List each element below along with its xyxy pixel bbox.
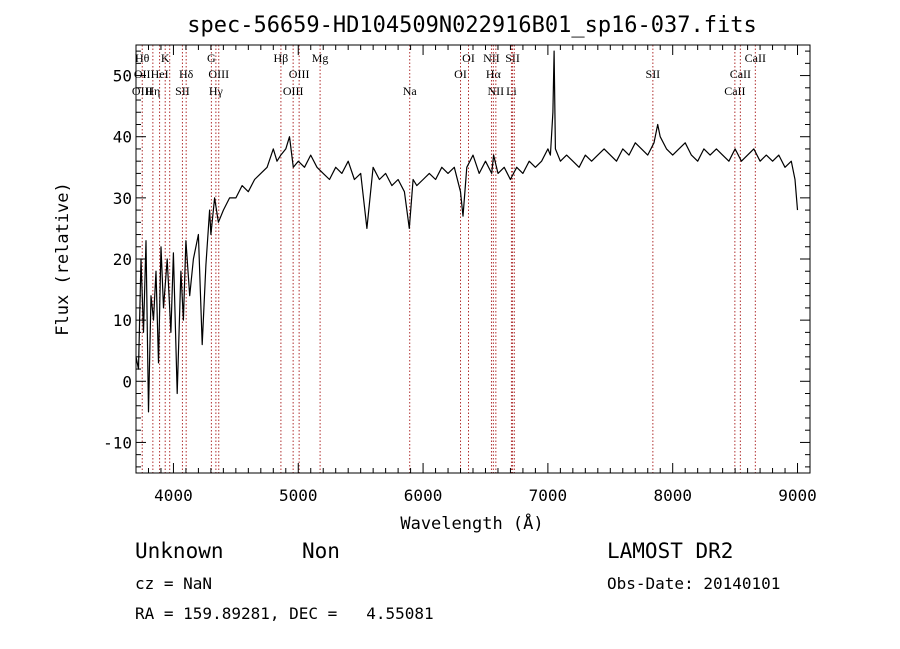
series-line-0 bbox=[135, 50, 799, 413]
spectrum-series bbox=[135, 50, 799, 413]
line-label-26-0: CaII bbox=[745, 51, 766, 65]
line-label-14-0: Na bbox=[403, 84, 418, 98]
line-label-11-0: OIII bbox=[283, 84, 304, 98]
line-label-1-0: Hη bbox=[145, 84, 160, 98]
line-label-25-0: CaII bbox=[730, 67, 751, 81]
x-tick-label-2: 6000 bbox=[404, 486, 443, 505]
line-label-3-0: K bbox=[161, 51, 170, 65]
object-class: Unknown bbox=[135, 539, 224, 563]
y-tick-label-5: 40 bbox=[113, 128, 132, 147]
line-label-20-0: Li bbox=[506, 84, 517, 98]
line-label-7-0: G bbox=[207, 51, 216, 65]
line-label-21-0: SII bbox=[505, 51, 520, 65]
redshift-cz: cz = NaN bbox=[135, 574, 213, 593]
line-label-9-0: OIII bbox=[208, 67, 229, 81]
observation-date: Obs-Date: 20140101 bbox=[607, 574, 781, 593]
y-tick-label-3: 20 bbox=[113, 250, 132, 269]
line-label-12-0: OIII bbox=[289, 67, 310, 81]
y-tick-label-0: -10 bbox=[103, 433, 132, 452]
line-label-2-0: HeI bbox=[151, 67, 169, 81]
x-axis: 4000 5000 6000 7000 8000 9000 bbox=[135, 45, 817, 505]
line-label-0-1: OII bbox=[134, 67, 151, 81]
y-axis-label: Flux (relative) bbox=[53, 182, 73, 336]
plot-frame bbox=[135, 44, 811, 474]
line-label-15-0: OI bbox=[454, 67, 467, 81]
line-label-18-0: Hα bbox=[486, 67, 502, 81]
x-tick-label-0: 4000 bbox=[154, 486, 193, 505]
x-tick-label-1: 5000 bbox=[279, 486, 318, 505]
x-tick-label-3: 7000 bbox=[529, 486, 568, 505]
y-tick-label-4: 30 bbox=[113, 189, 132, 208]
y-tick-label-1: 0 bbox=[122, 372, 132, 391]
line-label-24-0: CaII bbox=[724, 84, 745, 98]
y-tick-label-6: 50 bbox=[113, 67, 132, 86]
emission-lines: HθOIIOIIIHηHeIKSIIHδGHγOIIIHβOIIIOIIIMgN… bbox=[132, 45, 766, 473]
chart-title: spec-56659-HD104509N022916B01_sp16-037.f… bbox=[187, 13, 757, 38]
line-label-8-0: Hγ bbox=[209, 84, 224, 98]
line-label-19-0: NII bbox=[488, 84, 505, 98]
line-label-6-0: Hδ bbox=[179, 67, 194, 81]
line-label-10-0: Hβ bbox=[274, 51, 289, 65]
y-axis: -10 0 10 20 30 40 50 bbox=[103, 50, 810, 468]
line-label-16-0: OI bbox=[462, 51, 475, 65]
y-tick-label-2: 10 bbox=[113, 311, 132, 330]
survey-name: LAMOST DR2 bbox=[607, 539, 734, 563]
line-label-17-0: NII bbox=[483, 51, 500, 65]
line-label-5-0: SII bbox=[175, 84, 190, 98]
coordinates: RA = 159.89281, DEC = 4.55081 bbox=[135, 604, 434, 623]
x-tick-label-5: 9000 bbox=[778, 486, 817, 505]
line-label-13-0: Mg bbox=[312, 51, 329, 65]
x-tick-label-4: 8000 bbox=[653, 486, 692, 505]
x-axis-label: Wavelength (Å) bbox=[400, 512, 543, 534]
line-label-0-0: Hθ bbox=[135, 51, 150, 65]
line-label-23-0: SII bbox=[646, 67, 661, 81]
object-subclass: Non bbox=[302, 539, 340, 563]
